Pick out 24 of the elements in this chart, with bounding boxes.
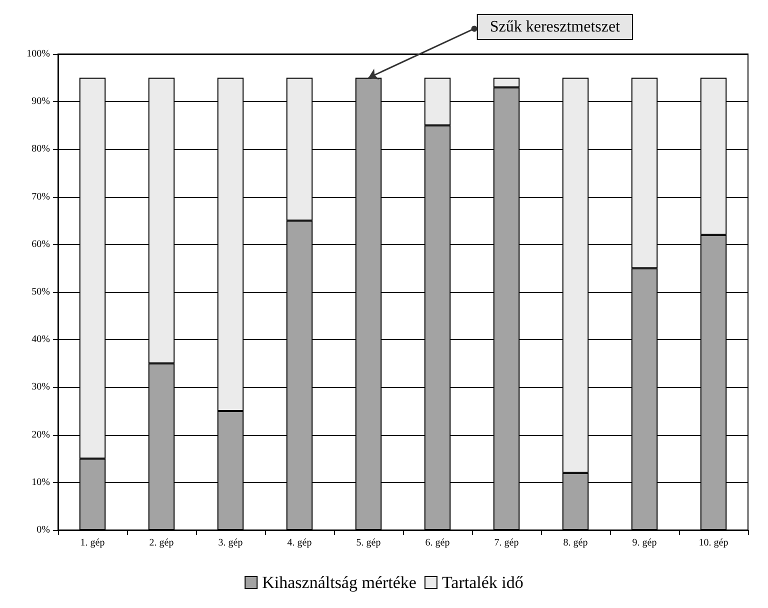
x-tick-label: 6. gép (425, 538, 450, 548)
x-tick-label: 9. gép (632, 538, 657, 548)
y-tick-label: 20% (32, 429, 50, 440)
x-tick-label: 4. gép (287, 538, 312, 548)
y-tick-label: 40% (32, 334, 50, 346)
y-tick-label: 100% (26, 48, 50, 60)
annotation: Szűk keresztmetszet (490, 18, 621, 36)
y-tick-label: 50% (32, 286, 50, 298)
legend-label: Tartalék idő (442, 573, 524, 592)
x-tick-label: 1. gép (80, 538, 105, 548)
y-tick-label: 0% (36, 524, 50, 536)
y-tick-label: 60% (32, 238, 50, 250)
y-tick-label: 10% (32, 476, 50, 488)
y-tick-label: 80% (32, 144, 50, 155)
legend-label: Kihasználtság mértéke (262, 573, 416, 592)
y-tick-label: 90% (32, 96, 50, 108)
x-tick-label: 7. gép (494, 538, 519, 548)
x-tick-label: 3. gép (218, 538, 243, 548)
y-tick-label: 70% (32, 191, 50, 202)
x-tick-label: 5. gép (356, 538, 381, 548)
x-tick-label: 2. gép (149, 538, 174, 548)
y-tick-label: 30% (32, 382, 50, 393)
x-tick-label: 10. gép (698, 538, 728, 548)
x-tick-label: 8. gép (563, 538, 588, 548)
